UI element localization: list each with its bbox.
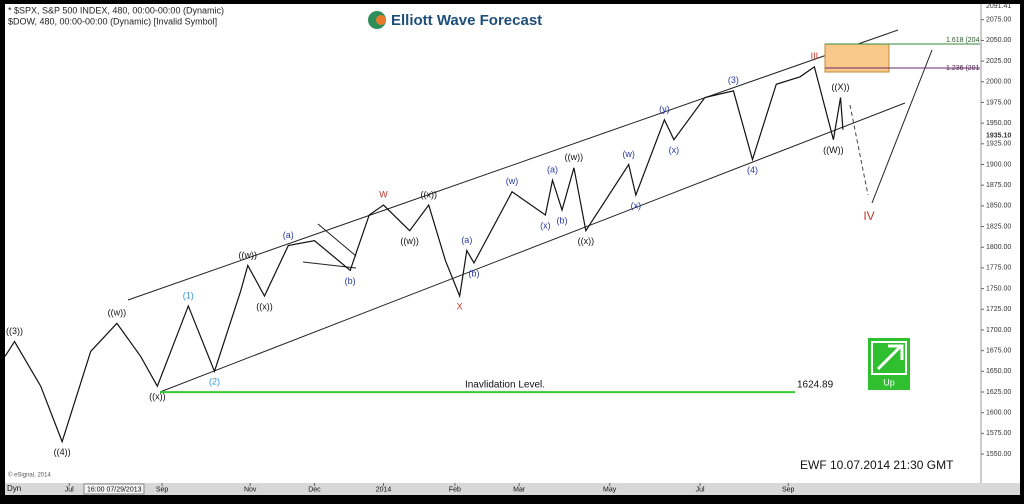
projection-line [871, 49, 933, 204]
price-line [4, 65, 844, 444]
wave-label: III [811, 51, 819, 61]
invalidation-text: Inavlidation Level. [465, 380, 545, 391]
x-tick-label: Jul [696, 486, 705, 493]
signal-icon [871, 341, 907, 375]
y-tick-label: 1825.00 [986, 223, 1011, 230]
header-line: $DOW, 480, 00:00-00:00 (Dynamic) [Invali… [8, 16, 217, 26]
cursor-box [83, 483, 145, 495]
triangle-line [302, 261, 357, 269]
y-tick-label: 1550.00 [986, 451, 1011, 458]
wave-label: ((w)) [400, 236, 419, 246]
wave-label: ((4)) [54, 447, 71, 457]
y-tick-label: 1675.00 [986, 347, 1011, 354]
wave-label: ((w)) [239, 250, 258, 260]
x-tick-label: 2014 [376, 486, 392, 493]
y-tick-label: 1950.00 [986, 120, 1011, 127]
y-tick-label: 1700.00 [986, 327, 1011, 334]
wave-label: (x) [631, 200, 642, 210]
wave-label: (1) [183, 290, 194, 300]
wave-label: ((x)) [149, 392, 166, 402]
y-tick-label: 1925.00 [986, 141, 1011, 148]
x-tick-label: Feb [449, 486, 461, 493]
y-tick-label: 1625.00 [986, 389, 1011, 396]
y-tick-label: 1750.00 [986, 285, 1011, 292]
x-tick-label: Nov [244, 486, 257, 493]
channel-line [159, 102, 906, 393]
channel-line [127, 29, 899, 301]
y-tick-label: 2000.00 [986, 79, 1011, 86]
y-tick-label: 1725.00 [986, 306, 1011, 313]
footer: EWF 10.07.2014 21:30 GMT [800, 458, 954, 472]
wave-label: ((x)) [420, 189, 437, 199]
wave-label: ((w)) [108, 308, 127, 318]
last-price: 1935.10 [986, 132, 1011, 139]
x-tick-label: May [603, 486, 617, 493]
wave-label: (x) [540, 220, 551, 230]
wave-label: (x) [669, 145, 680, 155]
header-line: * $SPX, S&P 500 INDEX, 480, 00:00-00:00 … [8, 5, 224, 15]
cursor-label: 16:00 07/29/2013 [87, 486, 142, 493]
y-tick-label: 1900.00 [986, 161, 1011, 168]
signal-label: Up [883, 377, 895, 387]
y-tick-label: 1850.00 [986, 203, 1011, 210]
wave-label: (y) [659, 104, 670, 114]
corner-label: Dyn [7, 484, 21, 493]
wave-label: (4) [747, 165, 758, 175]
x-tick-label: Mar [513, 486, 526, 493]
wave-label: (a) [461, 235, 472, 245]
signal-icon [876, 345, 902, 371]
wave-label: (b) [557, 215, 568, 225]
y-tick-label: 1975.00 [986, 99, 1011, 106]
projection-line [849, 104, 869, 196]
triangle-line [317, 223, 357, 257]
wave-label: (a) [283, 230, 294, 240]
x-tick-label: Sep [156, 486, 169, 493]
x-tick-label: Sep [782, 486, 795, 493]
wave-label: W [379, 189, 388, 199]
wave-label: X [457, 301, 463, 311]
x-tick-label: Jul [65, 486, 74, 493]
logo-icon [376, 15, 386, 25]
wave-label: (a) [547, 165, 558, 175]
y-tick-label: 1800.00 [986, 244, 1011, 251]
invalidation-value: 1624.89 [797, 380, 834, 391]
wave-label: (w) [506, 176, 519, 186]
wave-label: ((w)) [565, 152, 584, 162]
fib-label: 1.618 (204 [946, 37, 980, 44]
y-tick-label: 1575.00 [986, 430, 1011, 437]
high-label: 2091.41 [986, 3, 1011, 10]
y-tick-label: 2050.00 [986, 37, 1011, 44]
wave-label: ((X)) [832, 82, 850, 92]
fib-label: 1.236 (201 [946, 65, 980, 72]
wave-label: (w) [622, 149, 635, 159]
wave-label: ((x)) [256, 301, 273, 311]
y-tick-label: 1875.00 [986, 182, 1011, 189]
x-axis-bar [5, 483, 1020, 495]
wave-label: ((x)) [578, 236, 595, 246]
wave-label: ((3)) [6, 326, 23, 336]
y-tick-label: 2025.00 [986, 58, 1011, 65]
wave-label: ((W)) [823, 145, 843, 155]
wave-label: IV [863, 209, 874, 223]
y-tick-label: 1650.00 [986, 368, 1011, 375]
logo-text: Elliott Wave Forecast [391, 12, 542, 29]
y-tick-label: 1600.00 [986, 410, 1011, 417]
wave-label: (b) [345, 276, 356, 286]
x-tick-label: Dec [308, 486, 321, 493]
y-tick-label: 1775.00 [986, 265, 1011, 272]
y-tick-label: 2075.00 [986, 17, 1011, 24]
signal-icon [888, 344, 904, 360]
wave-label: (2) [209, 377, 220, 387]
wave-label: (3) [728, 75, 739, 85]
plot-bg [5, 4, 1020, 483]
wave-label: (b) [468, 268, 479, 278]
copyright: © eSignal, 2014 [8, 472, 51, 479]
